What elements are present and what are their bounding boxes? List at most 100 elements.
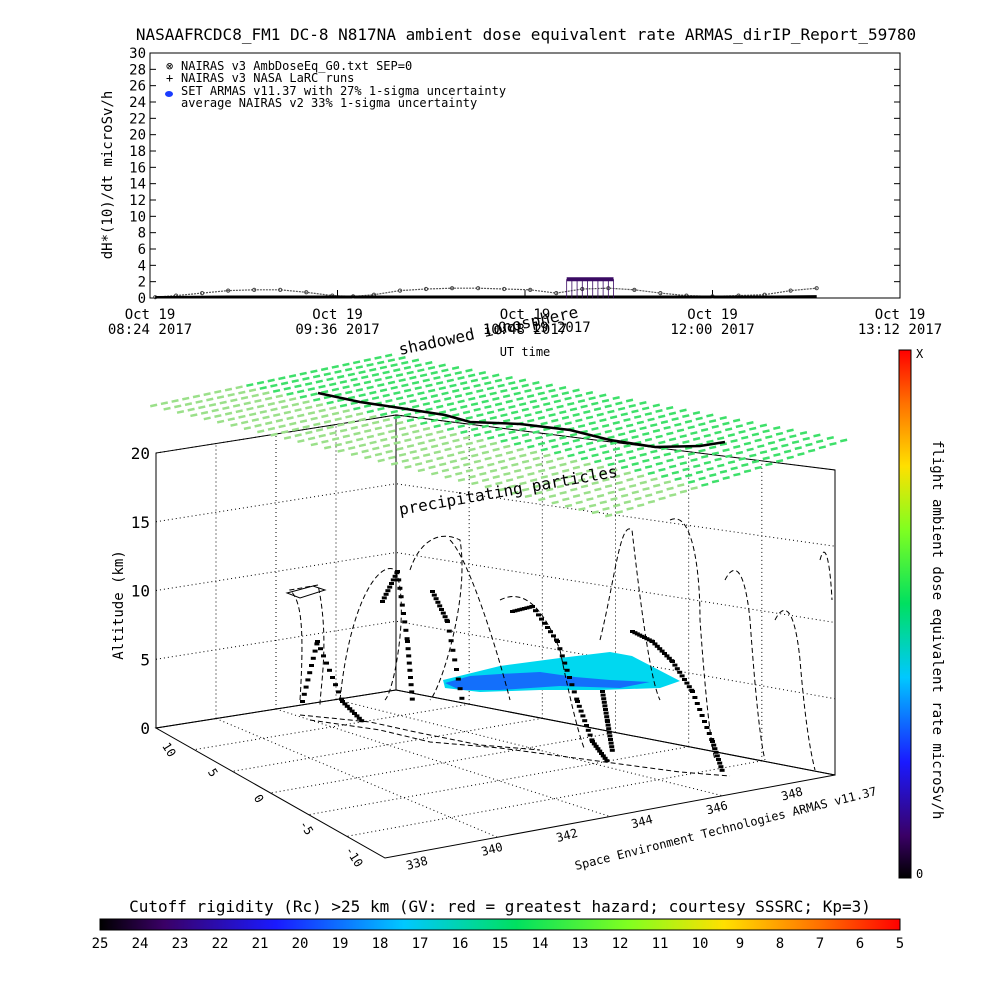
armas-point — [397, 586, 403, 590]
precipitation-dot — [647, 417, 655, 422]
precipitation-dot — [602, 450, 610, 455]
precipitation-dot — [385, 375, 393, 380]
armas-point — [591, 742, 597, 746]
precipitation-dot — [409, 399, 417, 404]
armas-point — [403, 628, 409, 632]
bottom-colorbar-tick-label: 18 — [372, 936, 389, 952]
precipitation-dot — [366, 385, 374, 390]
precipitation-dot — [377, 383, 385, 388]
precipitation-dot — [347, 372, 356, 377]
precipitation-dot — [494, 402, 503, 407]
armas-point — [533, 609, 538, 613]
precipitation-dot — [385, 423, 393, 428]
precipitation-dot — [840, 438, 848, 443]
armas-point — [305, 678, 311, 682]
precipitation-dot — [583, 462, 591, 467]
precipitation-dot — [454, 371, 462, 375]
precipitation-dot — [735, 450, 744, 455]
precipitation-dot — [708, 419, 717, 424]
precipitation-dot — [304, 381, 313, 386]
precipitation-dot — [353, 431, 361, 436]
precipitation-dot — [371, 372, 380, 377]
bottom-colorbar-tick-label: 9 — [736, 936, 744, 952]
precipitation-dot — [511, 490, 519, 495]
precipitation-dot — [281, 405, 289, 409]
precipitation-dot — [385, 449, 393, 454]
precipitation-dot — [297, 413, 305, 418]
precipitation-dot — [620, 493, 629, 498]
bottom-colorbar-tick-label: 17 — [412, 936, 429, 952]
precipitation-dot — [232, 403, 241, 408]
bottom-colorbar: Cutoff rigidity (Rc) >25 km (GV: red = g… — [92, 897, 905, 952]
precipitation-dot — [430, 418, 439, 423]
precipitation-dot — [591, 401, 599, 406]
precipitation-dot — [561, 441, 570, 446]
precipitation-dot — [612, 474, 621, 479]
precipitation-dot — [406, 444, 415, 448]
precipitation-dot — [636, 420, 645, 425]
precipitation-dot — [214, 389, 222, 394]
precipitation-dot — [535, 462, 543, 467]
point-nairas-v3-sep0 — [278, 287, 283, 292]
precipitation-dot — [773, 452, 781, 457]
precipitation-dot — [457, 376, 465, 380]
precipitation-dot — [513, 441, 522, 446]
precipitation-dot — [511, 435, 519, 440]
precipitation-dot — [692, 436, 701, 441]
armas-point — [387, 585, 393, 589]
armas-point — [450, 648, 456, 652]
precipitation-dot — [559, 490, 567, 495]
longitude-tick-label: 348 — [780, 784, 805, 803]
precipitation-dot — [465, 368, 473, 373]
armas-point — [567, 676, 572, 679]
precipitation-dot — [610, 497, 618, 501]
armas-point — [437, 604, 443, 608]
precipitation-dot — [275, 418, 284, 423]
precipitation-dot — [660, 474, 669, 478]
armas-point — [440, 611, 446, 615]
precipitation-dot — [594, 487, 602, 492]
precipitation-dot — [522, 487, 530, 492]
precipitation-dot — [634, 496, 642, 501]
precipitation-dot — [428, 438, 436, 443]
precipitation-dot — [561, 391, 570, 396]
armas-point — [555, 640, 560, 643]
armas-point — [659, 649, 665, 653]
armas-point — [710, 740, 715, 743]
precipitation-dot — [203, 416, 211, 421]
precipitation-dot — [733, 472, 741, 477]
precipitation-dot — [604, 404, 612, 409]
bottom-colorbar-title: Cutoff rigidity (Rc) >25 km (GV: red = g… — [129, 897, 871, 916]
precipitation-dot — [519, 481, 527, 486]
precipitation-dot — [467, 373, 476, 378]
precipitation-dot — [545, 407, 554, 412]
precipitation-dot — [230, 422, 238, 427]
precipitation-dot — [500, 438, 508, 443]
precipitation-dot — [385, 398, 393, 403]
precipitation-dot — [690, 431, 698, 436]
armas-point — [354, 714, 360, 718]
precipitation-dot — [604, 456, 613, 461]
precipitation-dot — [588, 396, 596, 401]
precipitation-dot — [492, 396, 500, 401]
precipitation-dot — [553, 450, 562, 455]
armas-point — [595, 747, 601, 751]
precipitation-dot — [256, 380, 265, 385]
bottom-colorbar-tick-label: 10 — [692, 936, 709, 952]
precipitation-dot — [484, 430, 492, 435]
precipitation-dot — [446, 453, 455, 458]
precipitation-dot — [417, 415, 425, 420]
precipitation-dot — [307, 387, 316, 392]
armas-point — [657, 647, 663, 651]
armas-point — [601, 697, 607, 701]
precipitation-dot — [390, 363, 398, 368]
precipitation-dot — [224, 411, 233, 416]
precipitation-dot — [548, 465, 557, 470]
precipitation-dot — [160, 401, 169, 406]
armas-point — [390, 578, 396, 582]
precipitation-dot — [564, 475, 573, 479]
precipitation-dot — [404, 465, 412, 469]
precipitation-dot — [200, 410, 209, 415]
precipitation-dot — [412, 404, 420, 409]
armas-point — [593, 744, 599, 748]
